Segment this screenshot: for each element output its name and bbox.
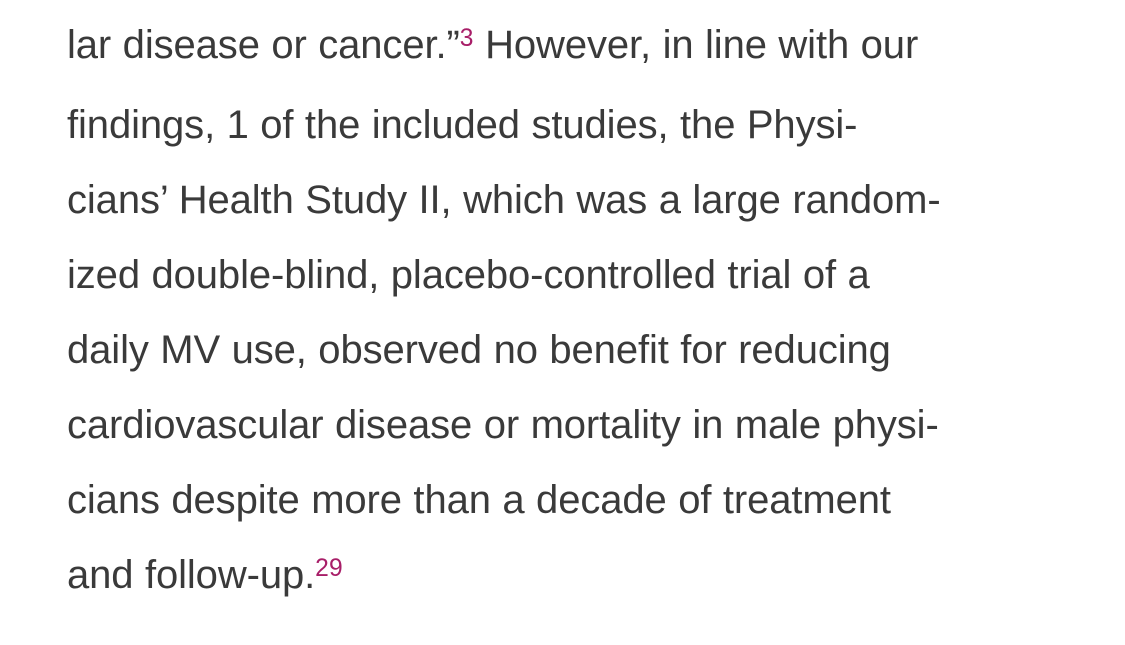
text-line-2: findings, 1 of the included studies, the… — [67, 88, 1077, 163]
text-line-5: daily MV use, observed no benefit for re… — [67, 313, 1077, 388]
line-7-text: cians despite more than a decade of trea… — [67, 478, 891, 522]
line-3-text: cians’ Health Study II, which was a larg… — [67, 178, 941, 222]
line-1-text-after-citation: However, in line with our — [473, 23, 919, 67]
citation-marker-3[interactable]: 3 — [459, 25, 474, 53]
text-line-3: cians’ Health Study II, which was a larg… — [67, 163, 1077, 238]
line-5-text: daily MV use, observed no benefit for re… — [67, 328, 891, 372]
text-column: lar disease or cancer.”3 However, in lin… — [67, 8, 1077, 618]
text-line-6: cardiovascular disease or mortality in m… — [67, 388, 1077, 463]
line-1-text-before-citation: lar disease or cancer.” — [67, 23, 460, 67]
text-line-7: cians despite more than a decade of trea… — [67, 463, 1077, 538]
line-4-text: ized double-blind, placebo-controlled tr… — [67, 253, 870, 297]
line-6-text: cardiovascular disease or mortality in m… — [67, 403, 939, 447]
text-line-4: ized double-blind, placebo-controlled tr… — [67, 238, 1077, 313]
line-2-text: findings, 1 of the included studies, the… — [67, 103, 858, 147]
body-paragraph: lar disease or cancer.”3 However, in lin… — [67, 8, 1077, 618]
citation-marker-29[interactable]: 29 — [315, 555, 343, 583]
line-8-text: and follow-up. — [67, 553, 316, 597]
text-line-8: and follow-up.29 — [67, 538, 1077, 618]
text-line-1: lar disease or cancer.”3 However, in lin… — [67, 8, 1077, 88]
